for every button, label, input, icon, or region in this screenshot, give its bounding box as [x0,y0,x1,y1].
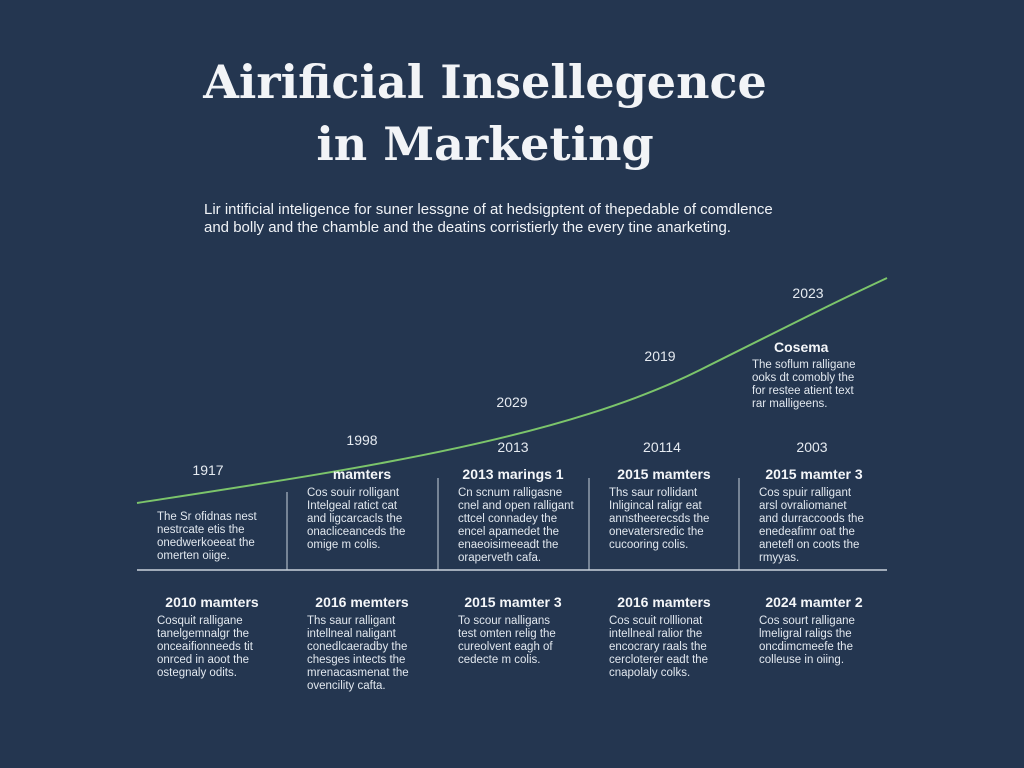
cell-text: arsl ovraliomanet [759,500,847,512]
column-year: 2013 [497,439,529,455]
cell-text: onacliceanceds the [307,526,406,538]
cell: 2013 marings 1 Cn scnum ralligasne cnel an… [438,466,588,565]
cell-text: cttcel connadey the [458,513,558,525]
cell-text: mrenacasmenat the [307,667,409,679]
year-label: 2023 [792,285,824,301]
cell-text: oncdimcmeefe the [759,641,853,653]
cell-text: omige m colis. [307,539,381,551]
cell-text: Cos spuir ralligant [759,487,852,499]
cell: 2015 mamter 3 Cos spuir ralligant arsl ovr… [739,466,889,565]
cell-title: 2016 memters [315,594,409,610]
cell-text: Inligincal raligr eat [609,500,702,512]
subtitle: Lir intificial inteligence for suner les… [204,201,773,218]
cell-text: cedecte m colis. [458,654,541,666]
cell-text: rmyyas. [759,552,800,564]
cell-text: intellneal naligant [307,628,396,640]
cell-text: encocrary raals the [609,641,707,653]
cell-text: cercloterer eadt the [609,654,709,666]
callout-title: Cosema [774,339,829,355]
cell-text: ostegnaly odits. [157,667,237,679]
cell-text: tanelgemnalgr the [157,628,250,640]
cell-text: intellneal ralior the [609,628,703,640]
cell: 2016 memters Ths saur ralligant intellneal… [287,594,437,693]
cell-text: and ligcarcacls the [307,513,403,525]
cell-title: 2015 mamter 3 [765,466,863,482]
cell-text: onrced in aoot the [157,654,250,666]
cell-text: cureolvent eagh of [458,641,553,653]
column-year: 2003 [796,439,828,455]
cell-text: enaeoisimeeadt the [458,539,559,551]
cell-title: 2015 mamter 3 [464,594,562,610]
cell-title: 2010 mamters [165,594,259,610]
cell-text: cnel and open ralligant [458,500,574,512]
cell-text: anetefl on coots the [759,539,860,551]
cell-text: Ths saur ralligant [307,615,396,627]
cell-title: 2024 mamter 2 [765,594,863,610]
cell-text: oraperveth cafa. [458,552,542,564]
title: in Marketing [316,117,654,171]
cell: 2015 mamters Ths saur rollidant Inligincal… [589,466,739,552]
cell-text: Ths saur rollidant [609,487,698,499]
cell-text: omerten oiige. [157,550,230,562]
cell: 2024 mamter 2 Cos sourt ralligane lmeligra… [739,594,889,667]
callout-text: The soflum ralligane [752,359,856,371]
cell-title: 2015 mamters [617,466,711,482]
cell-text: Cos scuit rolllionat [609,615,703,627]
cell-text: Cos souir rolligant [307,487,400,499]
cell-text: onedwerkoeeat the [157,537,255,549]
cell-text: conedlcaeradby the [307,641,408,653]
cell-text: cucooring colis. [609,539,689,551]
callout-text: ooks dt comobly the [752,372,855,384]
year-label: 1998 [346,432,378,448]
cell: The Sr ofidnas nest nestrcate etis the one… [137,511,287,563]
cell: 2015 mamter 3 To scour nalligans test omte… [438,594,588,667]
subtitle: and bolly and the chamble and the deatin… [204,219,731,236]
column-year: 20114 [643,439,681,455]
cell-title: mamters [332,466,392,482]
cell-text: enedeafimr oat the [759,526,855,538]
cell-title: 2016 mamters [617,594,711,610]
cell-text: Intelgeal ratict cat [307,500,398,512]
cell-text: ovencility cafta. [307,680,386,692]
cell-text: Cos sourt ralligane [759,615,855,627]
year-label: 2019 [644,348,676,364]
cell-text: cnapolaly colks. [609,667,691,679]
cell-text: onceaifionneeds tit [157,641,253,653]
cell-text: lmeligral raligs the [759,628,852,640]
cell-text: Cn scnum ralligasne [458,487,563,499]
cell-text: The Sr ofidnas nest [157,511,257,523]
year-label: 1917 [192,462,224,478]
cell-text: Cosquit ralligane [157,615,243,627]
callout-text: rar malligeens. [752,398,828,410]
cell: 2016 mamters Cos scuit rolllionat intellne… [589,594,739,680]
cell-text: chesges intects the [307,654,406,666]
cell-text: annstheerecsds the [609,513,710,525]
callout-text: for restee atient text [752,385,854,397]
trend-curve [136,277,888,504]
cell: mamters Cos souir rolligant Intelgeal rati… [287,466,437,552]
cell: 2010 mamters Cosquit ralligane tanelgemnal… [137,594,287,680]
title: Airificial Insellegence [203,55,767,109]
cell-text: and durraccoods the [759,513,864,525]
cell-text: encel apamedet the [458,526,560,538]
cell-text: colleuse in oiing. [759,654,845,666]
callout: Cosema The soflum ralligane ooks dt comobl… [752,339,856,411]
cell-text: nestrcate etis the [157,524,245,536]
cell-text: onevatersredic the [609,526,704,538]
cell-text: To scour nalligans [458,615,551,627]
cell-title: 2013 marings 1 [462,466,564,482]
year-label: 2029 [496,394,528,410]
cell-text: test omten relig the [458,628,556,640]
